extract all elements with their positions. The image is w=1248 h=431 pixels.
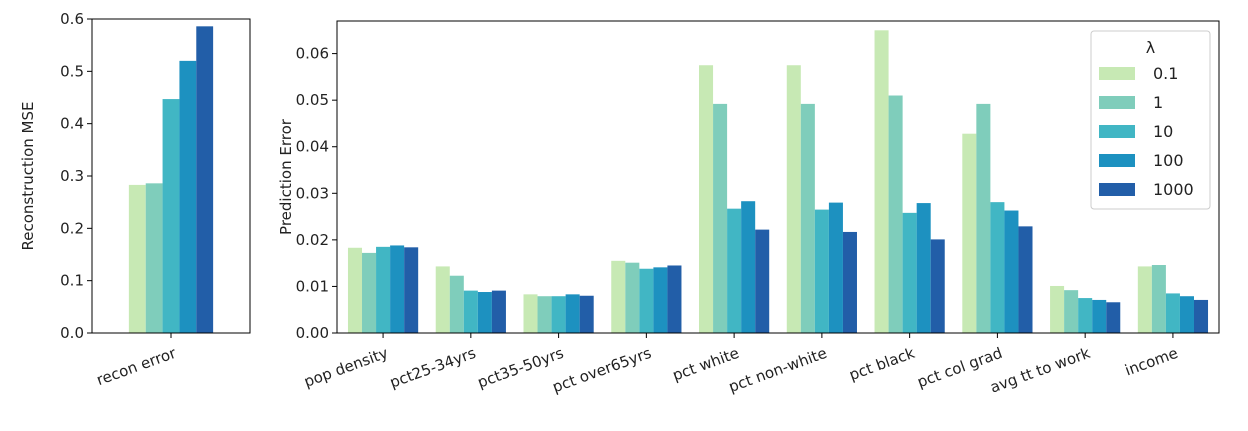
x-tick-label: pop density — [302, 344, 391, 391]
y-tick-label: 0.0 — [60, 324, 84, 342]
bar-pct35-50yrs-100 — [565, 294, 580, 333]
bar-recon-error-10 — [162, 99, 180, 333]
x-tick-label: income — [1122, 344, 1180, 380]
bar-pct-over65yrs-0.1 — [611, 260, 626, 333]
y-tick-label: 0.03 — [296, 184, 329, 202]
x-tick-label: pct non-white — [726, 344, 829, 396]
bar-pop-density-100 — [390, 245, 405, 333]
legend-swatch — [1099, 154, 1135, 167]
bar-income-1 — [1151, 265, 1166, 333]
bar-pct-black-1 — [888, 95, 903, 333]
y-tick-label: 0.3 — [60, 167, 84, 185]
bar-pct-non-white-100 — [828, 202, 843, 333]
bar-pct-black-0.1 — [874, 30, 889, 334]
legend-label: 1000 — [1153, 180, 1194, 199]
bar-income-10 — [1165, 293, 1180, 333]
bar-pct-white-1 — [713, 103, 728, 333]
y-tick-label: 0.04 — [296, 138, 329, 156]
x-tick-label: pct black — [847, 344, 918, 384]
bar-recon-error-0.1 — [128, 184, 146, 333]
bar-pct25-34yrs-1 — [449, 275, 464, 333]
bar-income-100 — [1179, 296, 1194, 333]
bar-pop-density-1000 — [404, 247, 419, 333]
bar-recon-error-1 — [145, 183, 163, 333]
legend-swatch — [1099, 96, 1135, 109]
y-tick-label: 0.05 — [296, 91, 329, 109]
y-tick-label: 0.6 — [60, 10, 84, 28]
y-tick-label: 0.00 — [296, 324, 329, 342]
bar-pct-over65yrs-100 — [653, 267, 668, 333]
x-tick-label: pct over65yrs — [550, 344, 654, 396]
bar-pct-black-100 — [916, 203, 931, 333]
bar-pct-col-grad-1 — [976, 103, 991, 333]
bar-pct35-50yrs-0.1 — [523, 294, 538, 333]
bar-pct-black-10 — [902, 212, 917, 333]
legend-swatch — [1099, 67, 1135, 80]
y-tick-label: 0.5 — [60, 62, 84, 80]
reconstruction-chart: recon error 0.0 0.1 0.2 0.3 0.4 0.5 0.6 Reconstr… — [19, 10, 251, 390]
y-tick-label: 0.2 — [60, 219, 84, 237]
bar-pct-non-white-1 — [800, 103, 815, 333]
bar-pct35-50yrs-1 — [537, 296, 552, 333]
bar-pct35-50yrs-1000 — [579, 295, 594, 333]
legend-label: 1 — [1153, 93, 1163, 112]
x-tick-label: avg tt to work — [988, 344, 1093, 397]
bar-pct-col-grad-100 — [1004, 210, 1019, 333]
bar-avg-tt-to-work-10 — [1078, 298, 1093, 333]
axes-frame — [336, 20, 1220, 334]
bar-pct-over65yrs-10 — [639, 268, 654, 333]
bar-pct25-34yrs-100 — [477, 292, 492, 333]
bar-recon-error-100 — [179, 60, 197, 334]
bar-pct25-34yrs-1000 — [491, 290, 506, 333]
bar-pct-black-1000 — [930, 239, 945, 333]
bar-pct-white-100 — [741, 201, 756, 333]
bar-pct-col-grad-10 — [990, 202, 1005, 333]
y-tick-label: 0.02 — [296, 231, 329, 249]
y-tick-label: 0.4 — [60, 115, 84, 133]
bar-pop-density-0.1 — [347, 247, 363, 333]
legend-label: 10 — [1153, 122, 1173, 141]
bar-income-0.1 — [1137, 266, 1152, 333]
bar-pct35-50yrs-10 — [551, 296, 566, 333]
y-axis-label: Prediction Error — [277, 118, 295, 235]
bar-pct25-34yrs-10 — [463, 290, 478, 333]
bar-pct-col-grad-0.1 — [962, 133, 977, 333]
bar-pct-over65yrs-1000 — [667, 265, 682, 333]
x-tick-label: pct25-34yrs — [387, 344, 478, 392]
bar-pct-white-10 — [727, 208, 742, 333]
bar-avg-tt-to-work-0.1 — [1050, 285, 1065, 333]
bar-avg-tt-to-work-100 — [1092, 299, 1107, 333]
bar-pct-white-1000 — [755, 229, 770, 333]
axes-frame — [91, 18, 251, 334]
legend-label: 0.1 — [1153, 64, 1178, 83]
legend-label: 100 — [1153, 151, 1184, 170]
legend-swatch — [1099, 183, 1135, 196]
bar-pop-density-10 — [376, 246, 391, 333]
legend-title: λ — [1146, 38, 1155, 57]
bar-pct-over65yrs-1 — [625, 262, 640, 333]
bar-pct-non-white-10 — [814, 209, 829, 333]
bar-pct-non-white-1000 — [842, 231, 857, 333]
x-tick-label: recon error — [94, 344, 179, 390]
bar-recon-error-1000 — [196, 26, 214, 334]
bar-avg-tt-to-work-1 — [1064, 290, 1079, 333]
bar-pop-density-1 — [362, 252, 377, 333]
legend-swatch — [1099, 125, 1135, 138]
bar-pct25-34yrs-0.1 — [435, 266, 450, 333]
bar-avg-tt-to-work-1000 — [1106, 302, 1121, 333]
bar-pct-non-white-0.1 — [786, 65, 801, 334]
y-tick-label: 0.01 — [296, 277, 329, 295]
bar-pct-white-0.1 — [699, 65, 714, 334]
y-tick-label: 0.06 — [296, 45, 329, 63]
bar-pct-col-grad-1000 — [1018, 226, 1033, 333]
y-tick-label: 0.1 — [60, 272, 84, 290]
bar-income-1000 — [1193, 299, 1209, 333]
legend: λ 0.1 1 10 100 1000 — [1090, 30, 1211, 210]
y-axis-label: Reconstruction MSE — [19, 102, 37, 251]
